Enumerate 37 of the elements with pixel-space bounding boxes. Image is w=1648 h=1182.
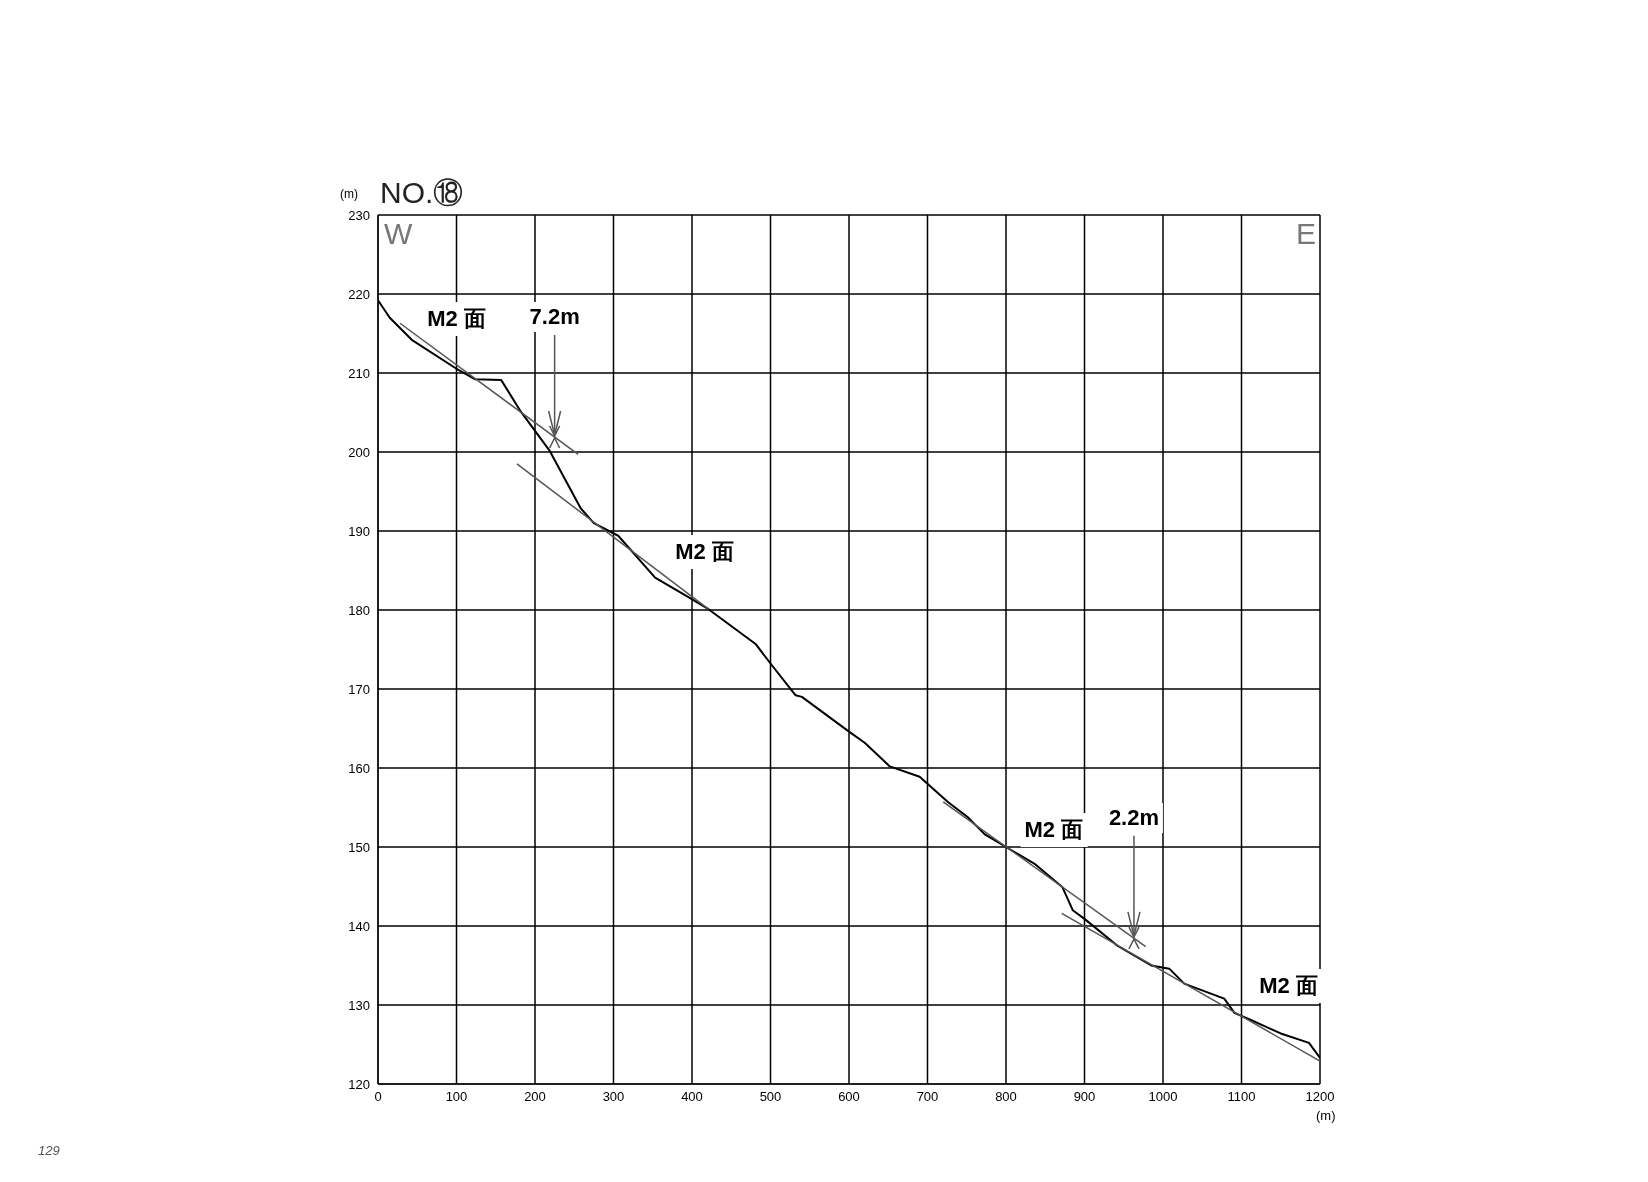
annotation: M2 面: [671, 534, 738, 569]
x-tick-label: 300: [602, 1089, 625, 1105]
x-tick-label: 600: [838, 1089, 860, 1105]
y-tick-label: 180: [348, 602, 370, 618]
y-tick-label: 190: [348, 523, 370, 539]
x-tick-label: 100: [445, 1089, 468, 1105]
annotation: 7.2m: [525, 301, 584, 332]
annotation: E: [1296, 217, 1317, 251]
x-tick-label: 500: [759, 1089, 782, 1105]
y-tick-label: 230: [348, 207, 370, 223]
x-tick-label: 200: [524, 1089, 546, 1105]
chart-title: NO.⑱: [380, 175, 464, 211]
y-tick-label: 150: [348, 839, 370, 855]
x-tick-label: 900: [1073, 1089, 1096, 1105]
annotation: M2 面: [423, 302, 490, 337]
x-tick-label: 1000: [1148, 1089, 1178, 1105]
annotation: M2 面: [1020, 812, 1088, 847]
annotation: M2 面: [1255, 969, 1322, 1004]
y-tick-label: 140: [348, 918, 370, 934]
text: 129: [38, 1143, 60, 1158]
y-tick-label: 210: [348, 365, 370, 381]
x-tick-label: 800: [995, 1089, 1017, 1105]
y-tick-label: 160: [348, 760, 370, 776]
x-tick-label: 700: [916, 1089, 939, 1105]
x-tick-label: 1100: [1227, 1089, 1256, 1105]
y-tick-label: 120: [348, 1076, 370, 1092]
x-axis-title: (m): [1316, 1108, 1336, 1123]
annotation: 2.2m: [1104, 802, 1164, 833]
annotation: W: [384, 217, 413, 251]
y-axis-title: (m): [340, 187, 358, 201]
x-tick-label: 400: [681, 1089, 703, 1105]
x-tick-label: 1200: [1305, 1089, 1335, 1105]
y-tick-label: 130: [348, 997, 370, 1013]
x-tick-label: 0: [374, 1089, 382, 1105]
y-tick-label: 220: [348, 286, 370, 302]
y-tick-label: 170: [348, 681, 370, 697]
y-tick-label: 200: [348, 444, 370, 460]
